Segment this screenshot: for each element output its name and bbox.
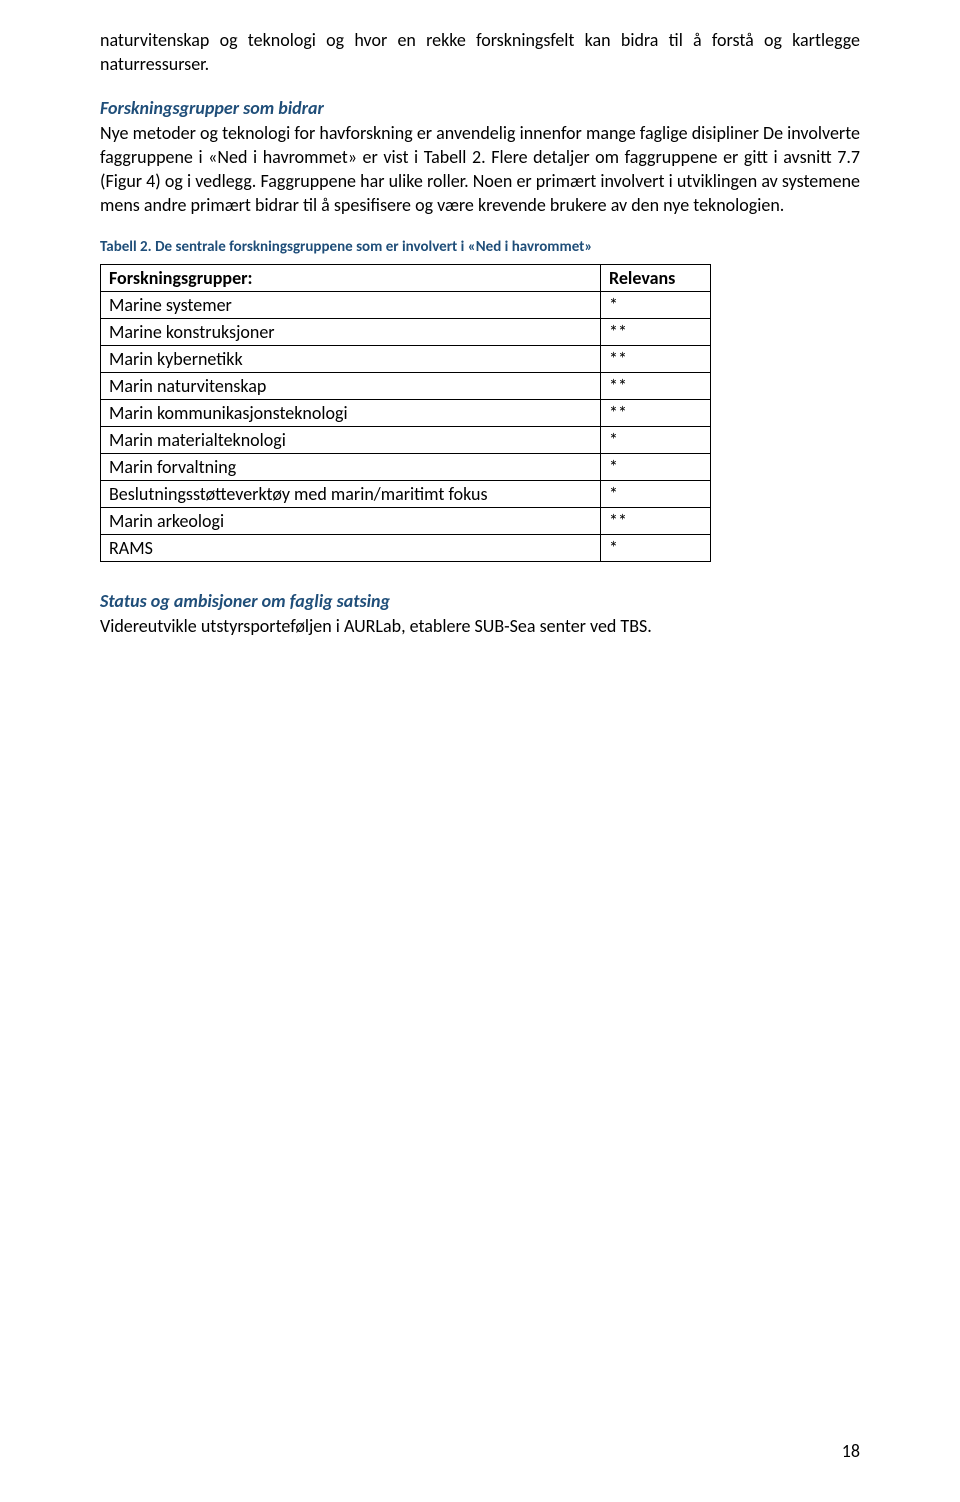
table-cell-group: Marine systemer (101, 291, 601, 318)
page-number: 18 (842, 1440, 860, 1462)
table-header-forskningsgrupper: Forskningsgrupper: (101, 264, 601, 291)
table-row: Marin arkeologi** (101, 507, 711, 534)
table-row: Marin forvaltning* (101, 453, 711, 480)
table-cell-group: Marin materialteknologi (101, 426, 601, 453)
table-cell-group: Marin arkeologi (101, 507, 601, 534)
table-cell-relevans: ** (601, 399, 711, 426)
table-cell-relevans: ** (601, 318, 711, 345)
table-cell-group: Marin naturvitenskap (101, 372, 601, 399)
table-row: RAMS* (101, 534, 711, 561)
table-cell-relevans: * (601, 291, 711, 318)
status-ambisjoner-body: Videreutvikle utstyrsporteføljen i AURLa… (100, 614, 860, 638)
table-row: Beslutningsstøtteverktøy med marin/marit… (101, 480, 711, 507)
table-cell-relevans: * (601, 480, 711, 507)
forskningsgrupper-paragraph: Nye metoder og teknologi for havforsknin… (100, 121, 860, 218)
table-row: Marine systemer* (101, 291, 711, 318)
table-header-row: Forskningsgrupper: Relevans (101, 264, 711, 291)
table-cell-relevans: ** (601, 345, 711, 372)
table-row: Marin kybernetikk** (101, 345, 711, 372)
table-row: Marine konstruksjoner** (101, 318, 711, 345)
intro-paragraph-continuation: naturvitenskap og teknologi og hvor en r… (100, 28, 860, 77)
table-cell-group: Marin forvaltning (101, 453, 601, 480)
table-cell-relevans: * (601, 534, 711, 561)
table-row: Marin kommunikasjonsteknologi** (101, 399, 711, 426)
subheading-status-ambisjoner: Status og ambisjoner om faglig satsing (100, 590, 860, 612)
forskningsgrupper-table: Forskningsgrupper: Relevans Marine syste… (100, 264, 711, 562)
table-header-relevans: Relevans (601, 264, 711, 291)
table-cell-relevans: * (601, 426, 711, 453)
table-cell-group: Marine konstruksjoner (101, 318, 601, 345)
table-row: Marin naturvitenskap** (101, 372, 711, 399)
table-cell-relevans: ** (601, 372, 711, 399)
table-row: Marin materialteknologi* (101, 426, 711, 453)
table-cell-group: Marin kommunikasjonsteknologi (101, 399, 601, 426)
table-cell-relevans: ** (601, 507, 711, 534)
subheading-forskningsgrupper: Forskningsgrupper som bidrar (100, 97, 860, 119)
caption-rest: . De sentrale forskningsgruppene som er … (148, 238, 593, 256)
caption-prefix: Tabell 2 (100, 238, 148, 256)
table-cell-group: Beslutningsstøtteverktøy med marin/marit… (101, 480, 601, 507)
table-cell-group: RAMS (101, 534, 601, 561)
table-caption: Tabell 2. De sentrale forskningsgruppene… (100, 238, 860, 256)
table-cell-relevans: * (601, 453, 711, 480)
table-cell-group: Marin kybernetikk (101, 345, 601, 372)
